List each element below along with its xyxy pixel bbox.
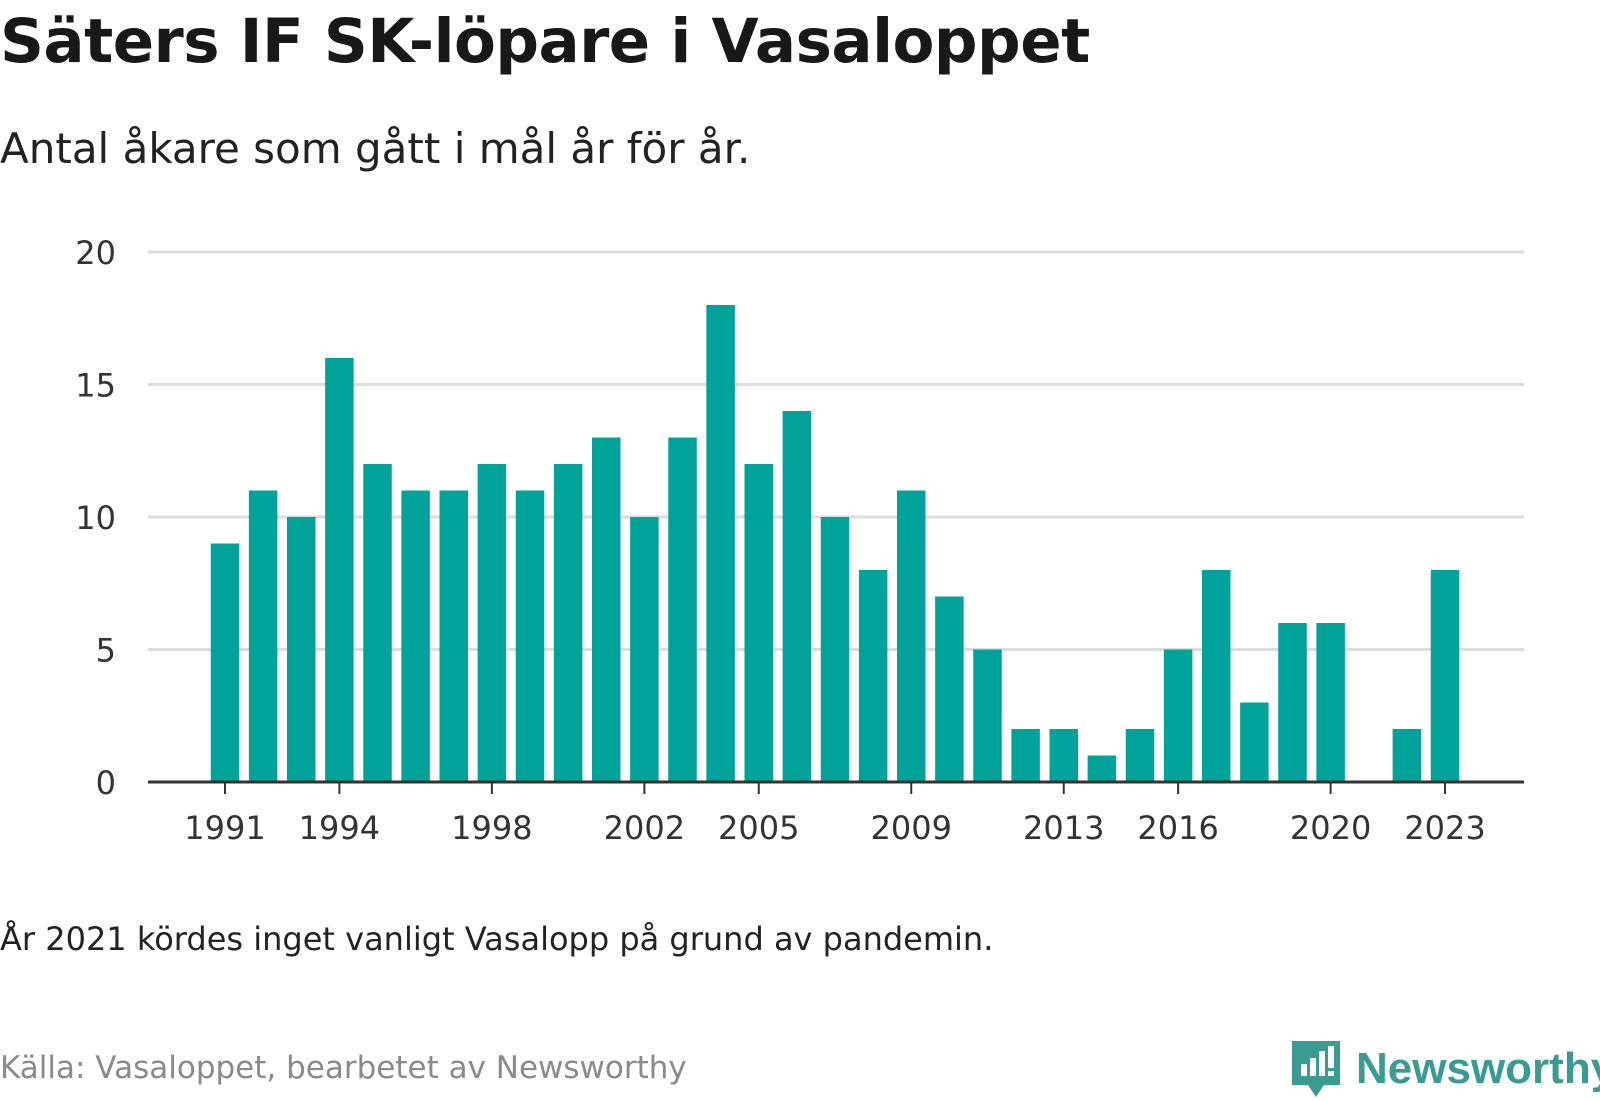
bar-2016 bbox=[1163, 649, 1193, 782]
bar-chart: 0 5 10 15 20 1991 1994 1998 2002 2005 2009 2013 2016… bbox=[75, 234, 1524, 847]
x-tick-label: 2009 bbox=[871, 809, 952, 847]
bar-2009 bbox=[897, 490, 926, 782]
x-tick-label: 2016 bbox=[1137, 809, 1218, 847]
bar-1996 bbox=[401, 490, 430, 782]
bar-2011 bbox=[973, 649, 1002, 782]
x-tick-label: 2005 bbox=[718, 809, 799, 847]
bar-2008 bbox=[858, 570, 888, 782]
bar-2015 bbox=[1125, 729, 1155, 782]
bar-1994 bbox=[325, 358, 354, 782]
bar-2014 bbox=[1087, 755, 1117, 782]
bar-1993 bbox=[287, 517, 316, 782]
bar-1998 bbox=[477, 464, 507, 782]
x-tick-label: 2013 bbox=[1023, 809, 1104, 847]
newsworthy-logo-icon bbox=[1292, 1041, 1340, 1097]
bar-2006 bbox=[782, 411, 812, 782]
x-tick-label: 1994 bbox=[299, 809, 380, 847]
x-tick-label: 2002 bbox=[604, 809, 685, 847]
bar-2002 bbox=[630, 517, 659, 782]
axes: 0 5 10 15 20 1991 1994 1998 2002 2005 2009 2013 2016… bbox=[75, 234, 1524, 847]
newsworthy-logo: Newsworthy bbox=[1290, 1039, 1600, 1099]
bar-1997 bbox=[439, 490, 468, 782]
bar-2000 bbox=[553, 464, 583, 782]
y-tick-label: 0 bbox=[96, 764, 116, 802]
bar-2004 bbox=[706, 305, 735, 782]
bar-2019 bbox=[1278, 623, 1307, 782]
x-tick-label: 2023 bbox=[1404, 809, 1485, 847]
chart-title: Säters IF SK-löpare i Vasaloppet bbox=[0, 6, 1090, 77]
bar-2018 bbox=[1240, 702, 1269, 782]
bar-1991 bbox=[210, 543, 240, 782]
chart-subtitle: Antal åkare som gått i mål år för år. bbox=[0, 124, 751, 173]
y-tick-label: 15 bbox=[75, 367, 116, 405]
bar-1999 bbox=[515, 490, 545, 782]
newsworthy-logo-text: Newsworthy bbox=[1356, 1044, 1600, 1093]
bar-1995 bbox=[363, 464, 392, 782]
bar-2005 bbox=[744, 464, 773, 782]
y-tick-label: 20 bbox=[75, 234, 116, 272]
bar-2013 bbox=[1049, 729, 1078, 782]
bar-2007 bbox=[820, 517, 850, 782]
x-tick-label: 2020 bbox=[1290, 809, 1371, 847]
y-tick-label: 10 bbox=[75, 499, 116, 537]
bar-1992 bbox=[248, 490, 278, 782]
bar-2012 bbox=[1011, 729, 1040, 782]
bar-2022 bbox=[1392, 729, 1422, 782]
bar-2010 bbox=[935, 596, 964, 782]
x-tick-label: 1991 bbox=[184, 809, 265, 847]
bar-2020 bbox=[1316, 623, 1345, 782]
y-tick-label: 5 bbox=[96, 632, 116, 670]
bar-2023 bbox=[1430, 570, 1460, 782]
chart-note: År 2021 kördes inget vanligt Vasalopp på… bbox=[0, 920, 994, 958]
bar-2017 bbox=[1202, 570, 1231, 782]
bar-2003 bbox=[668, 437, 697, 782]
x-tick-label: 1998 bbox=[451, 809, 532, 847]
source-credit: Källa: Vasaloppet, bearbetet av Newswort… bbox=[0, 1050, 687, 1086]
bars bbox=[210, 305, 1460, 782]
bar-2001 bbox=[592, 437, 621, 782]
